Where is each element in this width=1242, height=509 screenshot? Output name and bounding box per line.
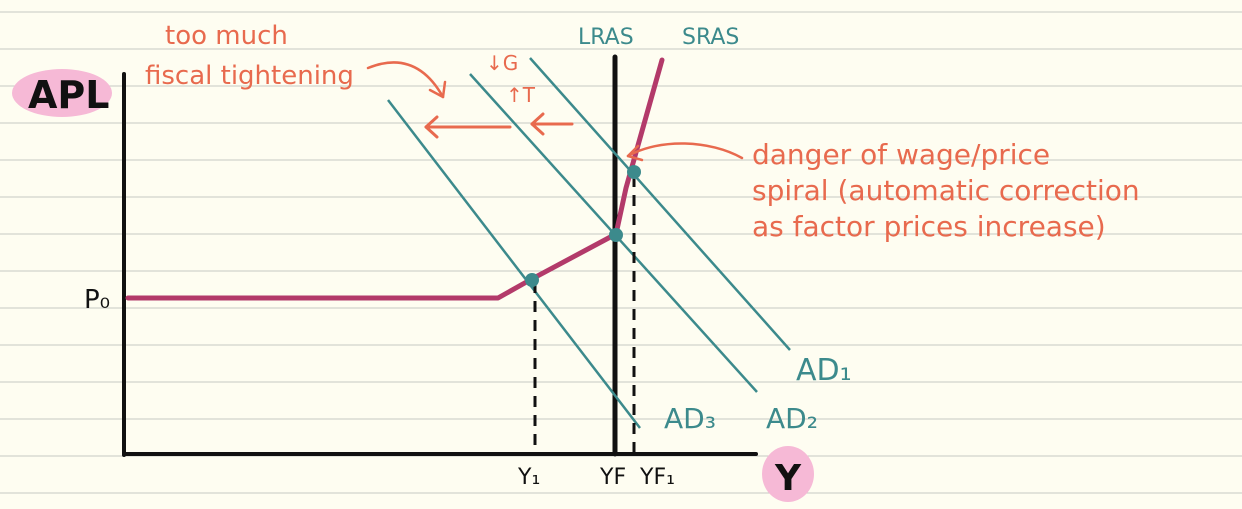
x-axis-label: Y	[774, 458, 802, 499]
lras-label: LRAS	[578, 25, 634, 50]
danger-annotation-arrowhead	[626, 144, 644, 162]
sras-label: SRAS	[682, 25, 739, 50]
danger-annotation-arrow	[626, 142, 744, 160]
up-t-label: ↑T	[506, 83, 536, 107]
policy-annotation-line1: too much	[165, 21, 288, 51]
danger-annotation-line3: as factor prices increase)	[752, 210, 1106, 243]
yf-label: YF	[599, 465, 626, 490]
danger-annotation-line1: danger of wage/price	[752, 138, 1050, 171]
price-level-label: P₀	[84, 285, 110, 315]
ad3-line	[387, 99, 641, 429]
shift-arrows	[424, 112, 574, 139]
ad3-label: AD₃	[664, 402, 716, 435]
yf1-label: YF₁	[639, 465, 675, 490]
policy-annotation-arrowhead	[428, 80, 447, 99]
y1-label: Y₁	[517, 465, 540, 490]
equilibrium-point-ad1	[627, 165, 641, 179]
policy-annotation-line2: fiscal tightening	[145, 61, 354, 91]
equilibrium-point-ad2	[609, 228, 623, 242]
down-g-label: ↓G	[486, 51, 518, 75]
danger-annotation-line2: spiral (automatic correction	[752, 174, 1140, 207]
x-axis-label-highlight	[762, 446, 814, 502]
y-axis-label-highlight	[12, 69, 112, 117]
equilibrium-point-ad3	[525, 273, 539, 287]
ad1-label: AD₁	[796, 353, 852, 388]
ad2-label: AD₂	[766, 402, 818, 435]
policy-annotation-arrow	[366, 61, 445, 99]
sras-curve	[125, 57, 665, 301]
y-axis-label: APL	[28, 73, 109, 117]
ad1-line	[529, 57, 791, 351]
